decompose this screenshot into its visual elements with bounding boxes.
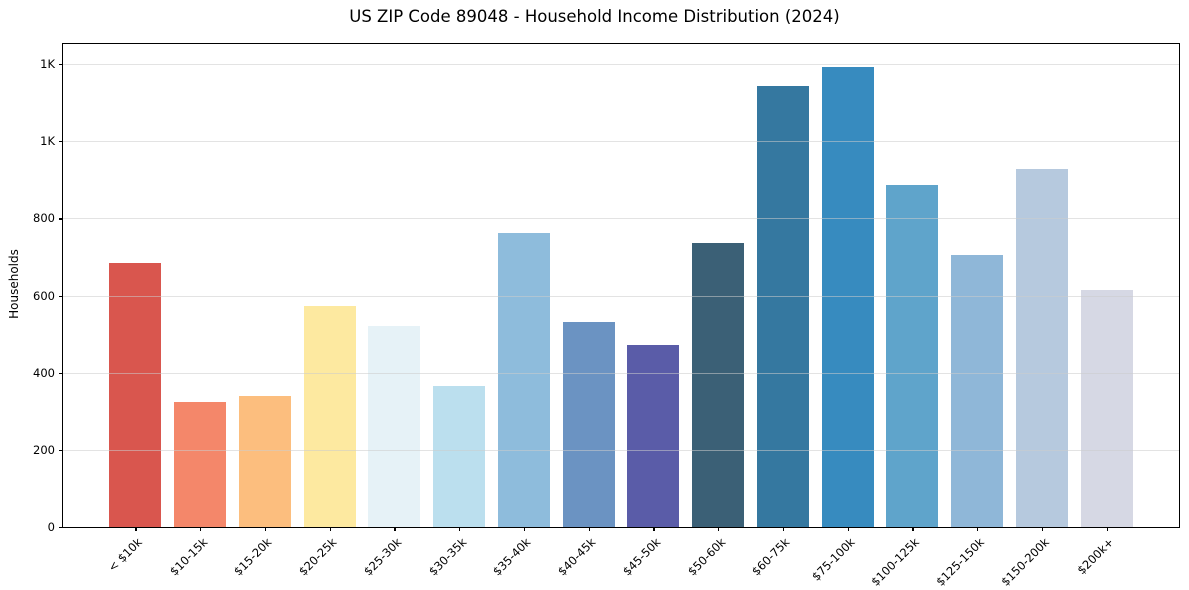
bar-0 (109, 262, 162, 527)
y-tick-mark (59, 218, 63, 220)
y-tick-label: 400 (33, 365, 55, 380)
bar-slot: $40-45k (555, 44, 621, 578)
y-tick-label: 200 (33, 442, 55, 457)
plot-area: < $10k $10-15k $15-20k $20-25k $25-30k $30-35… (33, 43, 1180, 589)
bar-slot: $125-150k (933, 44, 1010, 589)
bar-14 (1015, 169, 1068, 527)
x-tick-mark (912, 527, 914, 531)
bar-1 (174, 402, 227, 527)
bar-10 (756, 86, 809, 527)
bar-slot: $50-60k (685, 44, 751, 578)
bars-container: < $10k $10-15k $15-20k $20-25k $25-30k $30-35… (63, 44, 1179, 589)
x-tick-label: $200k+ (1074, 535, 1117, 578)
y-tick-label: 1K (40, 57, 55, 72)
x-tick-label: $100-125k (868, 535, 923, 589)
bar-7 (562, 322, 615, 527)
x-tick-mark (1106, 527, 1108, 531)
x-tick-mark (329, 527, 331, 531)
x-tick-mark (782, 527, 785, 531)
x-tick-mark (264, 527, 267, 531)
x-tick-mark (135, 527, 137, 531)
x-tick-label: $60-75k (749, 535, 793, 579)
bar-13 (951, 254, 1004, 527)
bar-slot: $30-35k (426, 44, 492, 578)
x-tick-label: $125-150k (933, 535, 988, 589)
y-tick-mark (59, 449, 63, 452)
y-tick-label: 800 (33, 211, 55, 226)
x-tick-label: $25-30k (360, 535, 405, 579)
bar-6 (497, 233, 550, 527)
y-tick-label: 0 (47, 520, 55, 534)
y-axis-label: Households (7, 249, 21, 319)
bar-slot: $10-15k (167, 44, 233, 578)
y-tick-label: 600 (33, 288, 55, 303)
x-tick-label: $10-15k (166, 535, 211, 579)
x-tick-mark (718, 527, 720, 531)
y-tick-mark (59, 527, 63, 529)
bar-slot: $60-75k (749, 44, 816, 578)
chart-title: US ZIP Code 89048 - Household Income Dis… (349, 7, 840, 26)
bar-12 (886, 185, 939, 527)
y-tick-mark (59, 372, 63, 374)
x-tick-label: $30-35k (425, 535, 470, 579)
y-tick-mark (59, 141, 63, 143)
bar-slot: $200k+ (1074, 44, 1139, 577)
bar-3 (303, 305, 356, 527)
x-tick-label: $15-20k (231, 535, 275, 579)
bar-slot: $100-125k (869, 44, 945, 589)
x-tick-label: $150-200k (998, 535, 1052, 589)
x-tick-mark (200, 527, 202, 531)
x-tick-label: $35-40k (490, 535, 534, 579)
bar-slot: $35-40k (490, 44, 557, 578)
x-tick-mark (653, 527, 655, 531)
x-tick-label: $40-45k (555, 535, 599, 579)
x-tick-mark (459, 527, 461, 531)
x-tick-label: $50-60k (684, 535, 729, 579)
bar-4 (368, 326, 421, 527)
y-tick-mark (59, 64, 63, 66)
bar-slot: < $10k (103, 44, 168, 575)
x-tick-mark (588, 527, 590, 531)
x-tick-mark (977, 527, 979, 531)
x-tick-label: $45-50k (619, 535, 664, 579)
x-tick-label: < $10k (105, 535, 146, 575)
x-tick-label: $75-100k (808, 535, 858, 584)
bar-11 (821, 67, 874, 527)
bar-slot: $45-50k (620, 44, 686, 578)
x-tick-mark (847, 527, 849, 531)
x-tick-mark (1041, 527, 1044, 531)
x-tick-mark (394, 527, 396, 531)
y-tick-label: 1K (40, 134, 55, 149)
bar-slot: $150-200k (998, 44, 1075, 589)
bar-2 (238, 395, 291, 527)
bar-15 (1080, 290, 1133, 527)
bar-slot: $75-100k (809, 44, 880, 584)
y-tick-mark (59, 295, 63, 297)
bar-slot: $20-25k (296, 44, 362, 578)
bar-8 (627, 345, 680, 527)
bar-slot: $25-30k (361, 44, 427, 578)
bar-slot: $15-20k (231, 44, 298, 578)
x-tick-mark (523, 527, 526, 531)
x-tick-label: $20-25k (296, 535, 340, 579)
bar-5 (433, 386, 486, 527)
bar-9 (692, 242, 745, 527)
